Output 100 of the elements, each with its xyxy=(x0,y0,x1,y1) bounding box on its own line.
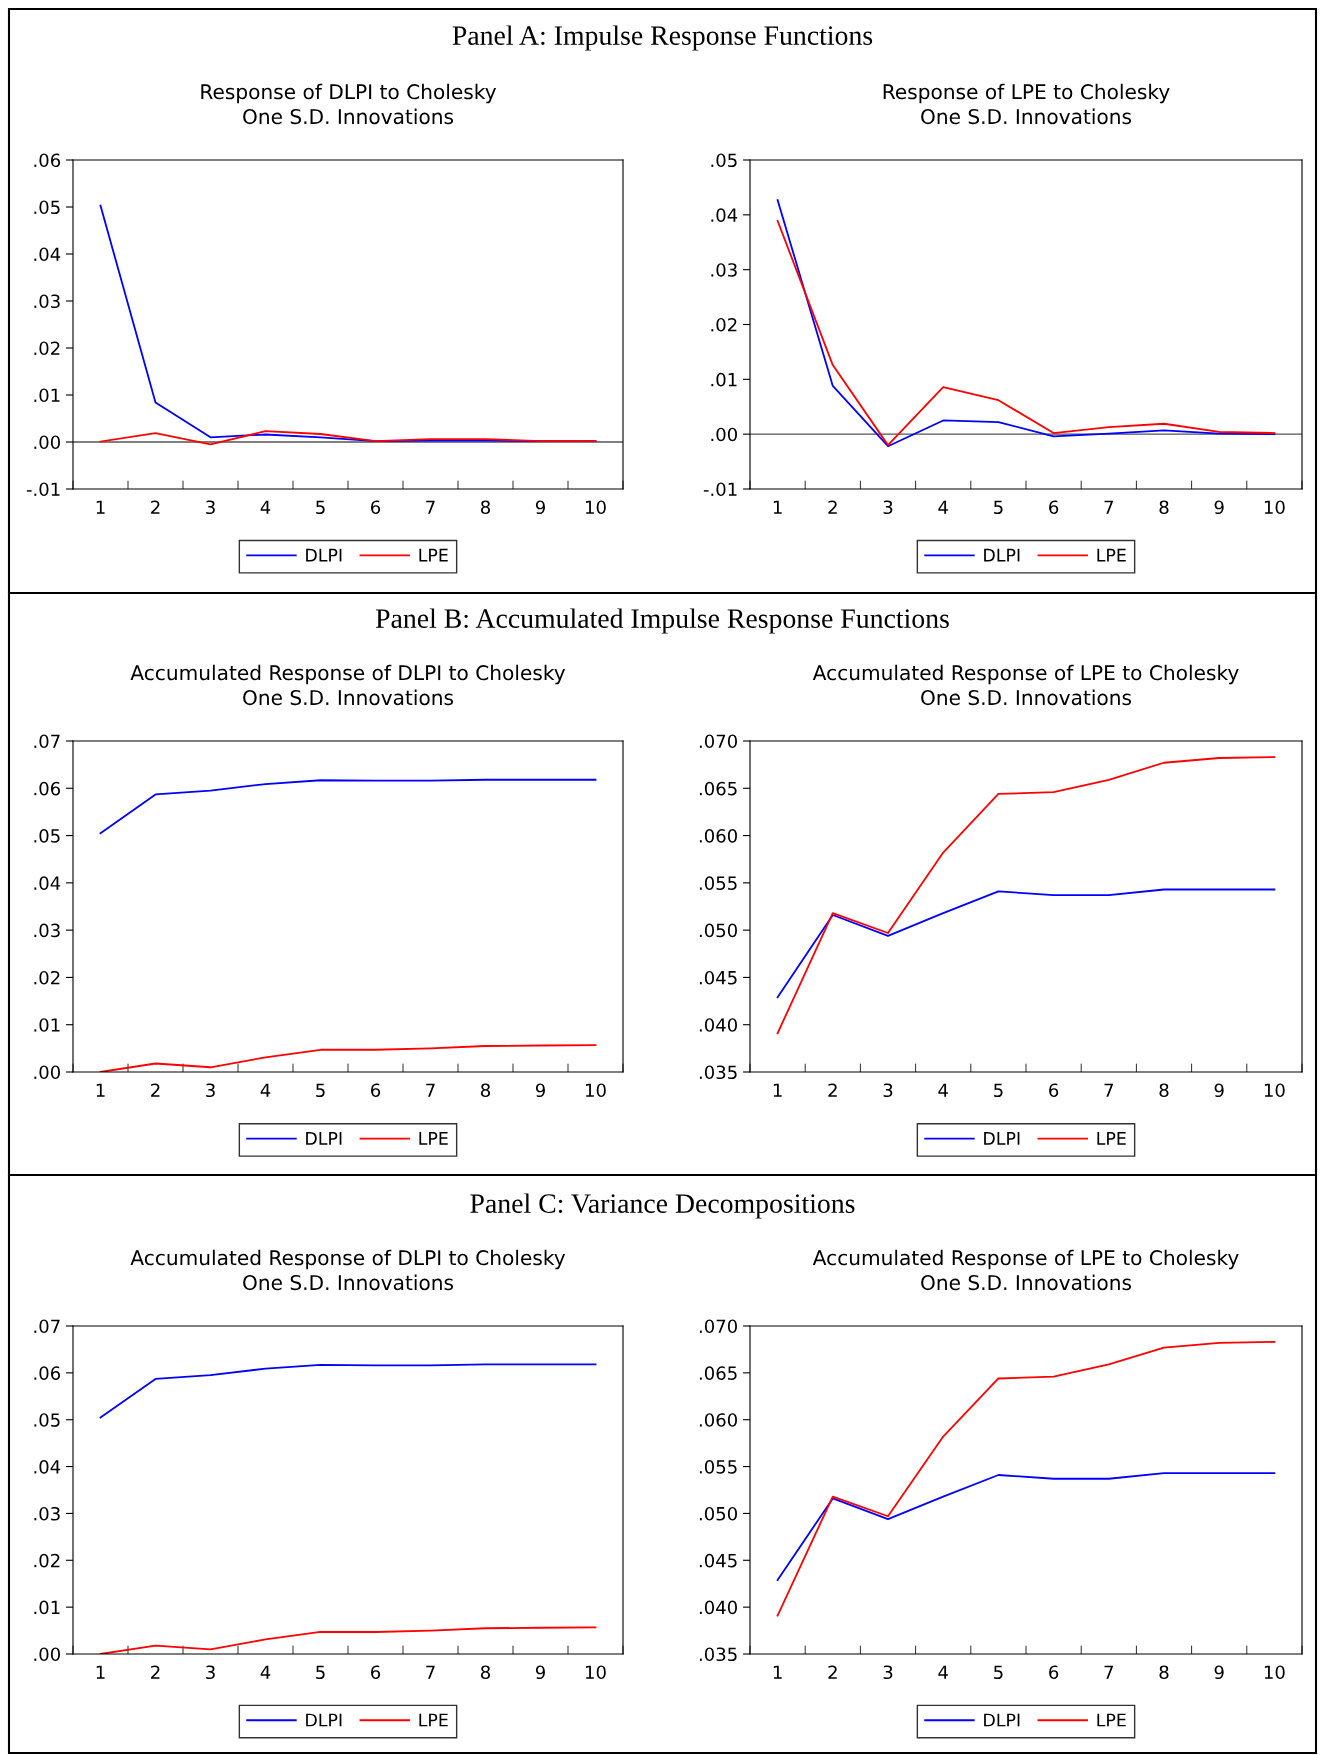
x-tick-label: 8 xyxy=(480,1083,491,1098)
x-tick-label: 1 xyxy=(773,1665,782,1679)
chart-title: Response of LPE to Cholesky One S.D. Innovations xyxy=(883,83,1170,125)
x-tick-label: 7 xyxy=(426,1083,435,1097)
chart-title: Accumulated Response of LPE to Cholesky One S.D. Innovations xyxy=(812,1249,1239,1291)
y-tick-label: .02 xyxy=(34,1553,60,1568)
legend-label: DLPI xyxy=(306,1713,342,1727)
y-tick-label: .05 xyxy=(711,153,737,168)
line-series xyxy=(99,1363,597,1419)
x-tick-label: 4 xyxy=(260,500,271,514)
chart-title: Accumulated Response of DLPI to Cholesky One S.D. Innovations xyxy=(130,664,566,706)
line-series xyxy=(99,778,597,835)
y-tick-label: .04 xyxy=(34,876,61,890)
x-tick-label: 3 xyxy=(206,1083,215,1098)
y-tick-label: .040 xyxy=(699,1600,737,1615)
x-tick-label: 2 xyxy=(151,1083,160,1097)
x-tick-label: 4 xyxy=(260,1665,271,1679)
x-tick-label: 7 xyxy=(1104,500,1113,514)
y-tick-label: .02 xyxy=(34,341,60,356)
x-tick-label: 9 xyxy=(1214,1083,1224,1098)
chart-title: Accumulated Response of LPE to Cholesky One S.D. Innovations xyxy=(812,664,1239,706)
y-tick-label: .060 xyxy=(699,1413,737,1427)
x-tick-label: 3 xyxy=(883,1665,893,1680)
y-tick-label: .04 xyxy=(34,1460,61,1474)
x-tick-label: 6 xyxy=(1049,1665,1059,1680)
x-tick-label: 10 xyxy=(1264,1083,1285,1098)
y-tick-label: .04 xyxy=(711,208,738,222)
x-tick-label: 10 xyxy=(1264,1665,1285,1680)
text: Panel C: Variance Decompositions xyxy=(470,1193,855,1219)
legend-label: LPE xyxy=(1097,548,1126,562)
y-tick-label: .01 xyxy=(34,388,60,403)
legend-label: DLPI xyxy=(306,548,342,562)
y-tick-label: .04 xyxy=(34,247,61,262)
x-tick-label: 6 xyxy=(371,500,381,515)
y-tick-label: .035 xyxy=(699,1647,737,1662)
y-tick-label: .02 xyxy=(711,317,737,332)
y-tick-label: .00 xyxy=(34,1647,60,1662)
x-tick-label: 9 xyxy=(1214,500,1224,515)
y-tick-label: .00 xyxy=(34,435,60,450)
chart-title: Accumulated Response of DLPI to Cholesky One S.D. Innovations xyxy=(130,1249,566,1291)
y-tick-label: .05 xyxy=(34,1413,60,1427)
y-tick-label: .050 xyxy=(699,923,737,938)
y-tick-label: .035 xyxy=(699,1065,737,1080)
line-series xyxy=(776,888,1276,999)
x-tick-label: 1 xyxy=(96,1665,105,1679)
y-tick-label: .05 xyxy=(34,829,60,843)
legend-label: DLPI xyxy=(984,1132,1020,1145)
x-tick-label: 3 xyxy=(883,500,893,515)
x-tick-label: 9 xyxy=(535,1083,545,1098)
x-tick-label: 3 xyxy=(883,1083,893,1098)
y-tick-label: .01 xyxy=(34,1018,60,1032)
x-tick-label: 5 xyxy=(994,500,1003,515)
legend-label: LPE xyxy=(1097,1132,1126,1145)
x-tick-label: 9 xyxy=(535,500,545,515)
legend-label: DLPI xyxy=(984,548,1020,562)
line-series xyxy=(776,756,1276,1035)
y-tick-label: .040 xyxy=(699,1018,737,1032)
y-tick-label: .050 xyxy=(699,1506,737,1521)
x-tick-label: 10 xyxy=(1264,500,1285,515)
x-tick-label: 2 xyxy=(828,500,837,514)
x-tick-label: 10 xyxy=(586,1083,606,1098)
y-tick-label: .065 xyxy=(699,1366,737,1380)
x-tick-label: 7 xyxy=(426,1665,435,1679)
x-tick-label: 2 xyxy=(151,1665,160,1679)
y-tick-label: .045 xyxy=(699,1553,737,1568)
legend-label: LPE xyxy=(1097,1713,1126,1727)
legend-label: LPE xyxy=(419,1713,448,1727)
y-tick-label: .055 xyxy=(699,1460,737,1474)
chart-title: Response of DLPI to Cholesky One S.D. Innovations xyxy=(201,83,497,125)
line-series xyxy=(776,1341,1276,1617)
x-tick-label: 1 xyxy=(773,500,782,514)
x-tick-label: 5 xyxy=(994,1665,1003,1680)
x-tick-label: 5 xyxy=(316,1083,325,1098)
y-tick-label: .05 xyxy=(34,200,60,215)
y-tick-label: .065 xyxy=(699,781,737,796)
x-tick-label: 7 xyxy=(1104,1083,1113,1097)
y-tick-label: .060 xyxy=(699,829,737,843)
legend-label: DLPI xyxy=(306,1132,342,1145)
y-tick-label: .01 xyxy=(711,372,737,387)
y-tick-label: .03 xyxy=(34,294,60,309)
x-tick-label: 7 xyxy=(426,500,435,514)
line-series xyxy=(99,430,597,446)
legend-label: LPE xyxy=(419,548,448,562)
x-tick-label: 8 xyxy=(1159,1665,1169,1680)
x-tick-label: 4 xyxy=(938,1665,948,1679)
x-tick-label: 8 xyxy=(480,1665,491,1680)
x-tick-label: 7 xyxy=(1104,1665,1113,1679)
text: Panel B: Accumulated Impulse Response Functions xyxy=(375,608,949,634)
y-tick-label: .07 xyxy=(34,734,60,749)
x-tick-label: 3 xyxy=(206,500,215,515)
y-tick-label: .070 xyxy=(699,734,737,749)
x-tick-label: 8 xyxy=(1159,1083,1169,1098)
y-tick-label: .03 xyxy=(34,923,60,938)
x-tick-label: 1 xyxy=(773,1083,782,1097)
x-tick-label: 6 xyxy=(371,1083,381,1098)
x-tick-label: 9 xyxy=(535,1665,545,1680)
y-tick-label: .070 xyxy=(699,1319,737,1334)
x-tick-label: 5 xyxy=(316,500,325,515)
x-tick-label: 2 xyxy=(151,500,160,514)
x-tick-label: 4 xyxy=(938,500,948,514)
